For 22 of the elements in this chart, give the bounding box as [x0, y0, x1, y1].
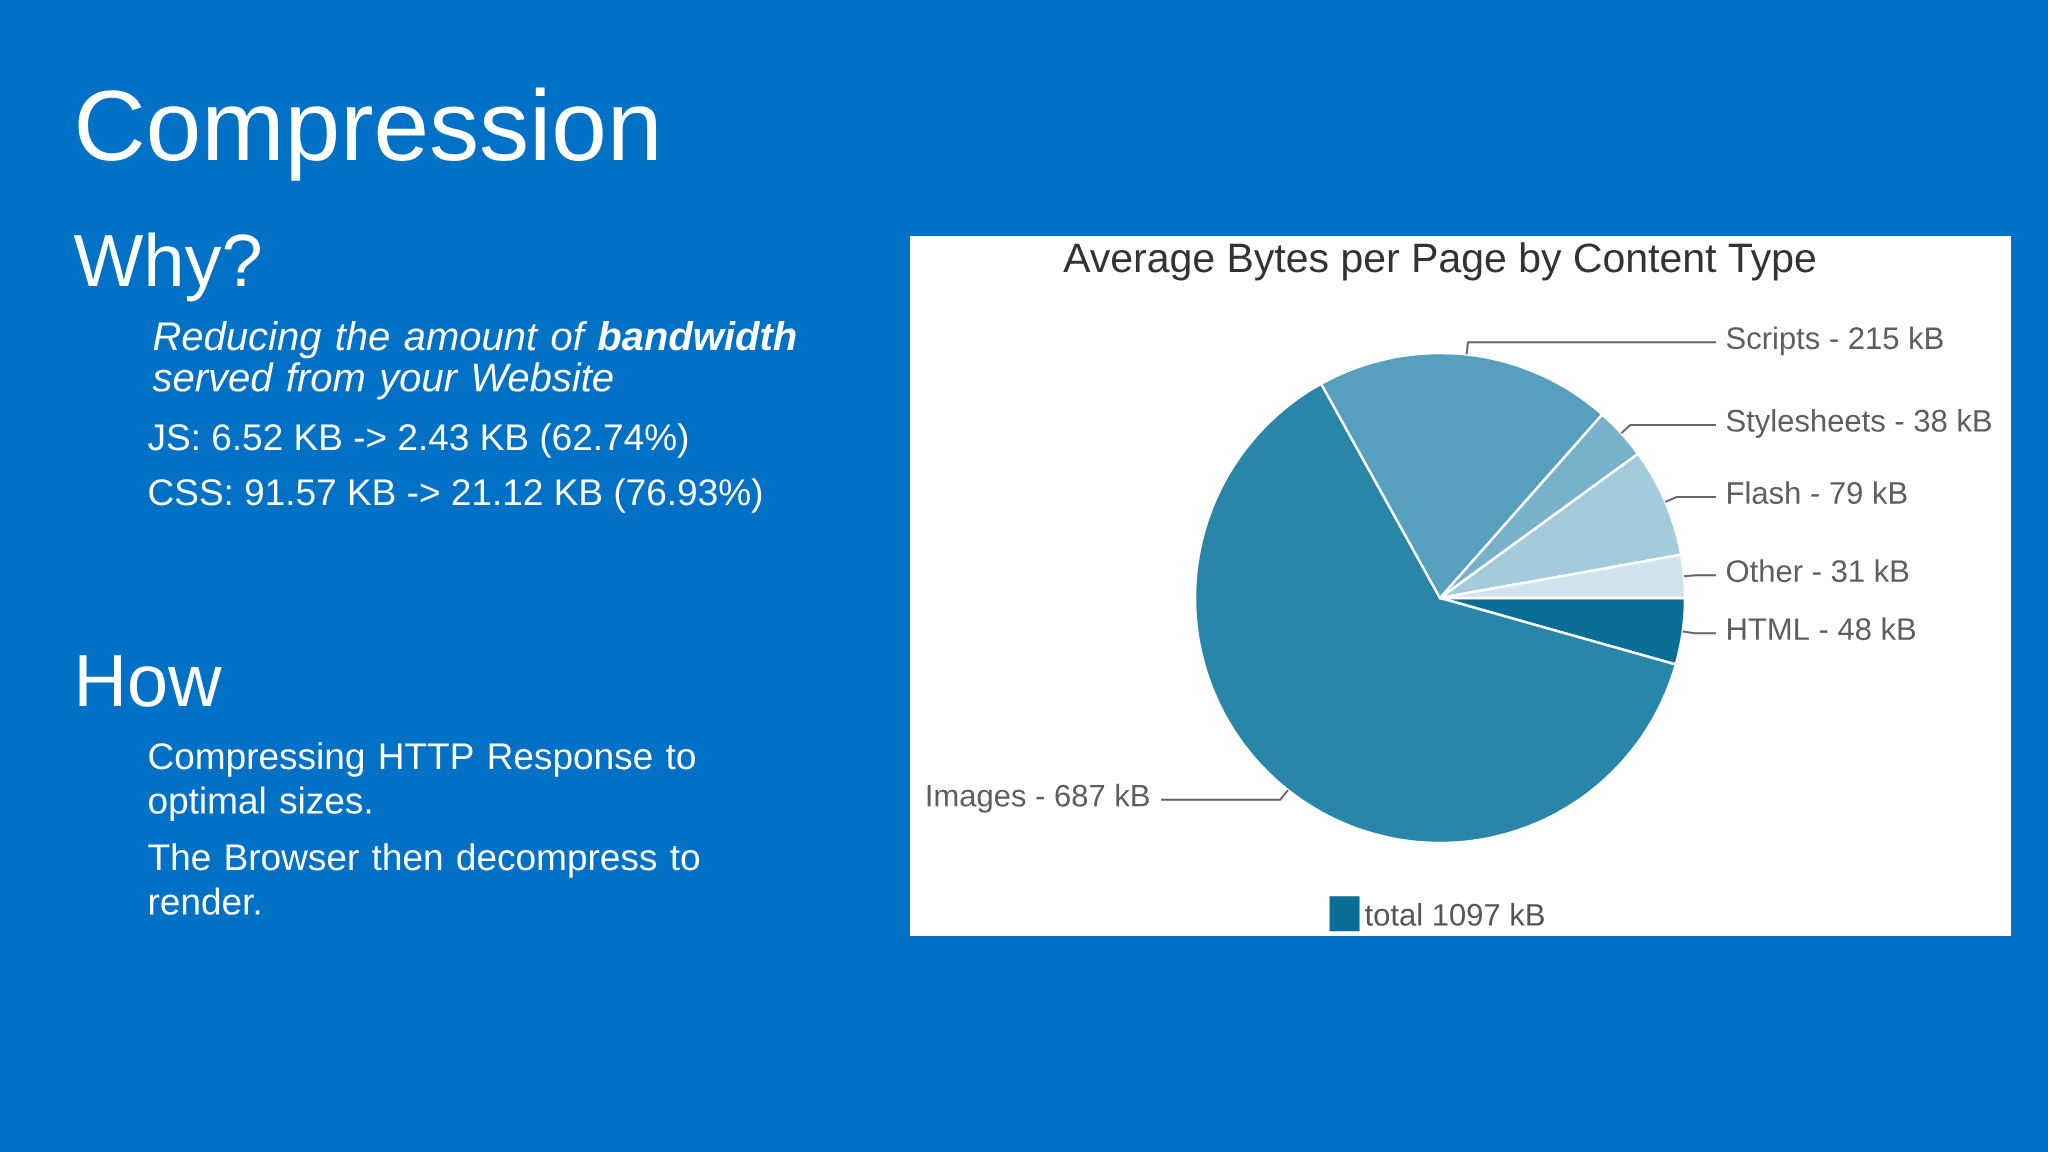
text: How [79, 655, 222, 707]
text: CSS: 91.57 KB -> 21.12 KB (76.93%) [149, 478, 762, 513]
slice-label: Flash - [1728, 481, 1819, 504]
text: Compressing HTTP Response to optimal sizes. [149, 742, 695, 822]
data-label: 48 kB [1838, 617, 1916, 641]
slice-label: HTML - [1728, 618, 1828, 640]
text: JS: 6.52 KB -> 2.43 KB (62.74%) [148, 423, 688, 458]
chart-title: Average Bytes per Page by Content Type [1063, 242, 1815, 281]
slice-label: Images - [927, 785, 1044, 813]
slice-label: Scripts - [1726, 326, 1838, 356]
slice-label: Other - [1726, 559, 1821, 583]
text: Why? [73, 232, 260, 302]
text: Reducing the amount of bandwidth served from your Website [152, 321, 796, 400]
slice-label: Stylesheets - [1726, 409, 1904, 438]
data-label: 215 kB [1849, 326, 1943, 350]
data-label: 687 kB [1055, 783, 1149, 807]
data-label: 38 kB [1914, 409, 1991, 432]
text: Compression [78, 87, 657, 181]
data-label: 31 kB [1831, 559, 1909, 583]
legend-label: total 1097 kB [1365, 903, 1544, 926]
text: The Browser then decompress to render. [148, 843, 700, 915]
data-label: 79 kB [1830, 481, 1907, 504]
